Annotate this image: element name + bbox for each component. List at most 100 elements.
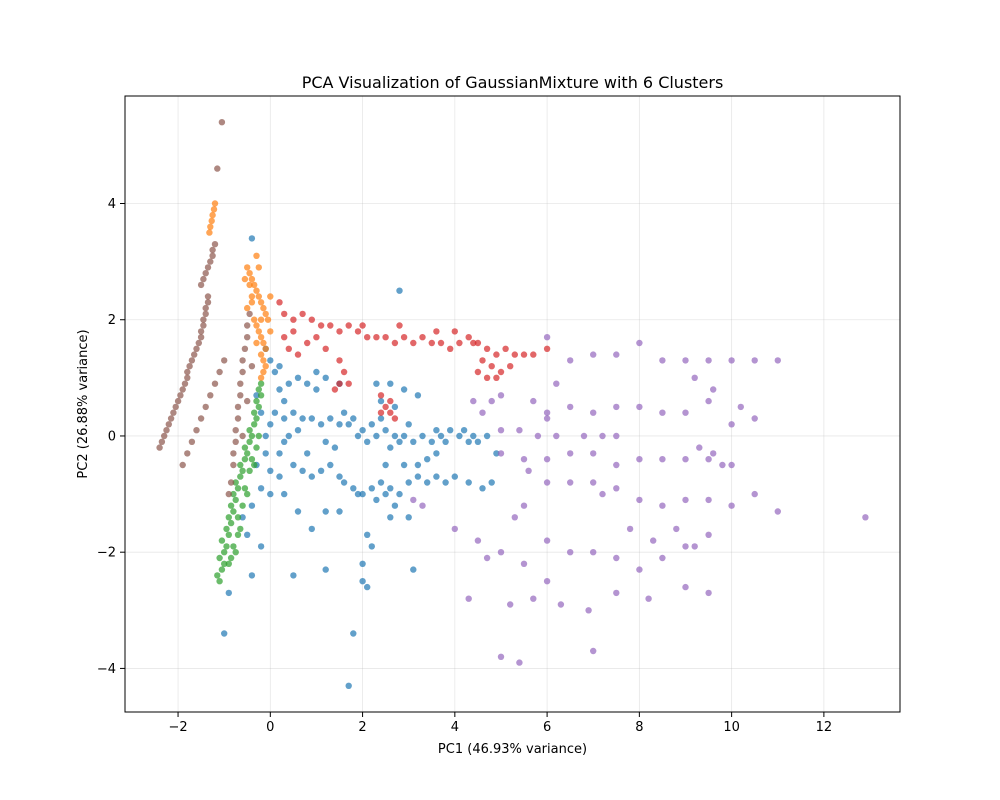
scatter-point [636, 339, 643, 347]
scatter-point [359, 560, 366, 567]
scatter-point [774, 357, 781, 364]
scatter-point [179, 386, 186, 393]
scatter-point [650, 537, 657, 544]
scatter-point [248, 293, 256, 300]
scatter-point [257, 409, 265, 416]
scatter-point [520, 502, 528, 509]
scatter-point [156, 444, 163, 451]
scatter-point [465, 334, 472, 341]
scatter-point [502, 345, 509, 352]
x-tick-label: 10 [723, 720, 740, 735]
x-tick-label: 0 [266, 720, 274, 735]
scatter-point [248, 275, 256, 283]
scatter-point [751, 415, 758, 422]
scatter-point [682, 583, 689, 591]
scatter-point [200, 316, 207, 323]
scatter-point [659, 456, 666, 463]
scatter-point [364, 583, 371, 591]
scatter-point [244, 490, 251, 498]
scatter-point [237, 380, 244, 387]
plot-area-frame [124, 95, 901, 713]
scatter-point [184, 374, 191, 381]
scatter-point [210, 206, 218, 213]
scatter-point [507, 363, 514, 370]
scatter-point [299, 310, 306, 318]
scatter-point [377, 397, 385, 405]
scatter-point [290, 572, 297, 579]
scatter-point [419, 334, 426, 341]
scatter-point [257, 299, 265, 306]
scatter-point [276, 450, 283, 457]
scatter-point [400, 334, 408, 341]
scatter-point [206, 229, 213, 236]
scatter-point [202, 270, 209, 277]
scatter-point [391, 415, 399, 422]
scatter-point [479, 409, 486, 416]
scatter-point [543, 409, 551, 416]
scatter-point [285, 380, 292, 387]
scatter-point [179, 461, 186, 469]
scatter-point [543, 334, 551, 341]
scatter-point [158, 438, 166, 445]
scatter-point [184, 450, 191, 457]
scatter-point [248, 363, 256, 370]
scatter-point [237, 461, 244, 469]
scatter-point [373, 496, 380, 504]
scatter-point [488, 363, 495, 370]
scatter-point [260, 339, 267, 347]
scatter-point [345, 682, 352, 689]
scatter-point [200, 322, 207, 329]
scatter-point [232, 496, 239, 504]
scatter-point [483, 554, 491, 562]
scatter-point [659, 502, 666, 509]
scatter-point [567, 357, 574, 364]
scatter-point [174, 397, 182, 405]
scatter-point [391, 432, 399, 440]
scatter-point [400, 461, 408, 469]
scatter-point [433, 473, 440, 480]
scatter-point [424, 479, 431, 486]
scatter-point [230, 543, 237, 550]
scatter-point [322, 508, 329, 515]
scatter-point [345, 421, 352, 428]
scatter-point [710, 450, 717, 457]
scatter-point [557, 601, 565, 608]
scatter-point [244, 304, 251, 312]
scatter-point [585, 607, 592, 614]
scatter-point [410, 339, 417, 347]
scatter-point [405, 479, 412, 486]
scatter-point [299, 415, 306, 422]
scatter-point [470, 432, 477, 440]
scatter-point [682, 543, 689, 550]
scatter-point [211, 241, 219, 248]
scatter-point [165, 421, 172, 428]
scatter-point [396, 490, 403, 498]
scatter-point [227, 502, 235, 509]
scatter-point [308, 525, 315, 533]
scatter-point [237, 525, 244, 533]
scatter-point [239, 467, 246, 474]
scatter-point [276, 473, 283, 480]
scatter-point [204, 299, 212, 306]
scatter-point [239, 357, 246, 364]
scatter-point [246, 281, 253, 289]
scatter-point [244, 397, 251, 405]
scatter-point [197, 281, 205, 289]
scatter-point [322, 438, 329, 445]
scatter-point [251, 316, 258, 323]
scatter-point [197, 328, 205, 335]
scatter-point [285, 432, 292, 440]
scatter-point [216, 554, 223, 562]
scatter-point [460, 427, 468, 434]
scatter-point [456, 432, 463, 440]
scatter-point [774, 508, 781, 515]
scatter-point [204, 293, 212, 300]
scatter-point [244, 322, 251, 329]
scatter-point [705, 531, 712, 538]
scatter-point [359, 490, 366, 498]
scatter-cluster-2 [214, 380, 265, 585]
scatter-point [262, 345, 269, 352]
scatter-point [437, 339, 445, 347]
scatter-point [696, 444, 703, 451]
scatter-point [543, 578, 551, 585]
